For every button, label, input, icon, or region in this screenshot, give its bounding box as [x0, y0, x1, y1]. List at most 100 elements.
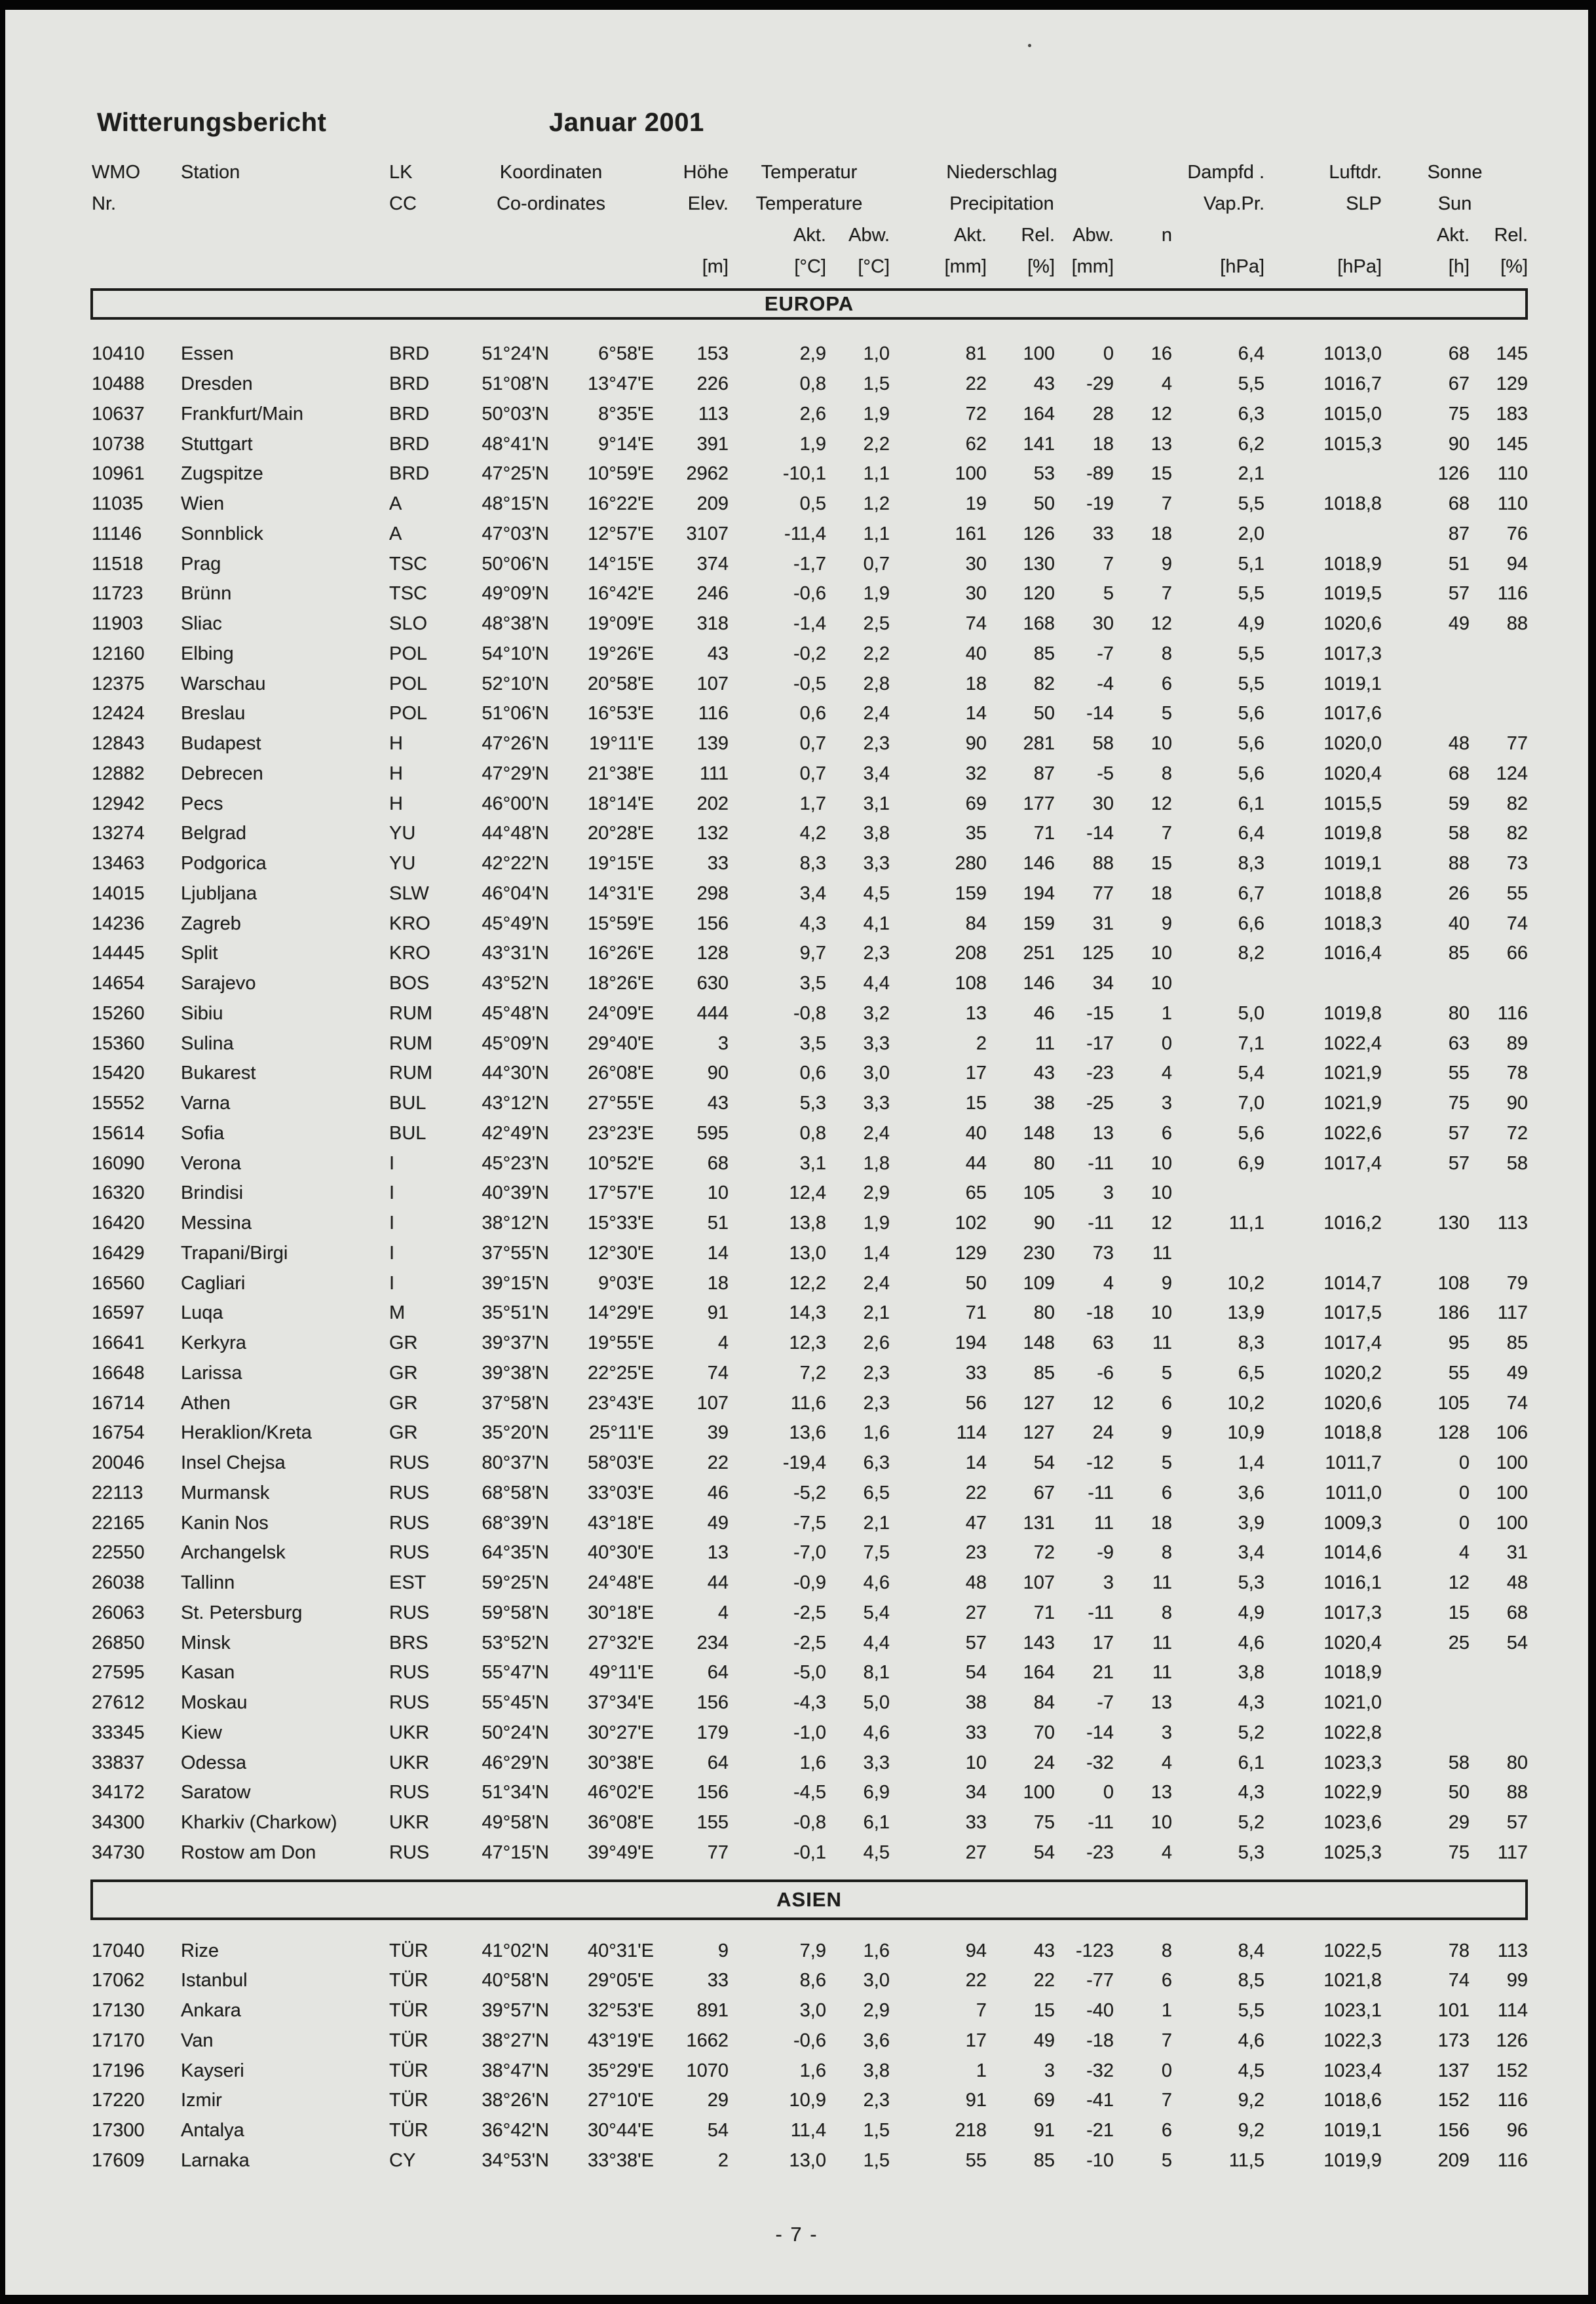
cell-prec_abw: -19	[1086, 493, 1114, 515]
cell-elev: 202	[696, 793, 729, 814]
cell-sun_akt: 58	[1448, 823, 1470, 844]
cell-lon: 39°49'E	[588, 1841, 654, 1863]
cell-sun_akt	[1382, 1718, 1470, 1748]
cell-lat: 48°41'N	[482, 433, 549, 455]
cell-lon: 24°09'E	[588, 1002, 654, 1024]
cell-temp_abw: 3,8	[863, 2060, 890, 2081]
cell-station: Istanbul	[181, 1970, 248, 1992]
unit-degc-1: [°C]	[794, 255, 826, 277]
cell-wmo: 11903	[92, 613, 143, 635]
cell-slp: 1017,4	[1323, 1152, 1382, 1174]
cell-vap_pr: 8,5	[1238, 1970, 1264, 1992]
cell-elev: 891	[696, 2000, 729, 2022]
cell-prec_akt: 2	[976, 1032, 987, 1054]
cell-lon: 19°09'E	[588, 613, 654, 635]
cell-lk: RUS	[389, 1841, 430, 1863]
cell-station: Minsk	[181, 1632, 231, 1653]
cell-temp_abw: 1,8	[863, 1152, 890, 1174]
cell-sun_akt: 55	[1448, 1362, 1470, 1384]
cell-slp: 1019,1	[1323, 853, 1382, 875]
cell-prec_abw: -14	[1086, 1722, 1114, 1743]
cell-prec_n: 6	[1161, 673, 1172, 694]
cell-lat: 35°51'N	[482, 1302, 549, 1324]
cell-prec_abw: 30	[1092, 793, 1114, 814]
cell-prec_akt: 280	[955, 853, 987, 875]
cell-prec_rel: 85	[1033, 643, 1055, 664]
cell-slp: 1018,9	[1323, 553, 1382, 575]
table-row: 11146 Sonnblick A 47°03'N 12°57'E 3107 -11,4 1,…	[90, 519, 1528, 550]
cell-prec_n: 5	[1161, 1452, 1172, 1474]
cell-lon: 35°29'E	[588, 2060, 654, 2081]
cell-elev: 4	[717, 1602, 729, 1623]
cell-prec_rel: 100	[1023, 1782, 1055, 1804]
cell-prec_abw: 18	[1092, 433, 1114, 455]
cell-temp_abw: 3,3	[863, 1093, 890, 1114]
cell-lat: 38°12'N	[482, 1213, 549, 1234]
cell-station: Kharkiv (Charkow)	[181, 1812, 337, 1834]
table-row: 17130 Ankara TÜR 39°57'N 32°53'E 891 3,0 2,9 7 15…	[90, 1996, 1528, 2026]
cell-slp: 1020,6	[1323, 1392, 1382, 1414]
cell-prec_akt: 13	[965, 1002, 987, 1024]
cell-sun_akt: 128	[1437, 1422, 1470, 1444]
cell-slp: 1018,3	[1323, 913, 1382, 934]
cell-lk: BRD	[389, 343, 430, 365]
cell-slp: 1022,8	[1323, 1722, 1382, 1743]
cell-temp_akt: -2,5	[793, 1632, 826, 1653]
cell-prec_abw: 3	[1103, 1182, 1114, 1204]
cell-lon: 23°43'E	[588, 1392, 654, 1414]
cell-wmo: 27595	[92, 1662, 145, 1684]
cell-prec_n: 4	[1161, 1841, 1172, 1863]
cell-temp_akt: 14,3	[789, 1302, 826, 1324]
cell-wmo: 10961	[92, 463, 145, 485]
unit-pct-2: [%]	[1500, 255, 1529, 277]
cell-prec_rel: 38	[1033, 1093, 1055, 1114]
cell-sun_rel	[1470, 969, 1528, 999]
cell-temp_akt: -0,1	[793, 1841, 826, 1863]
cell-vap_pr	[1172, 1179, 1264, 1209]
cell-lon: 27°55'E	[588, 1093, 654, 1114]
cell-prec_akt: 15	[965, 1093, 987, 1114]
cell-slp: 1023,3	[1323, 1752, 1382, 1773]
header-prec-n: n	[1161, 224, 1173, 246]
table-row: 10961 Zugspitze BRD 47°25'N 10°59'E 2962 -10,1…	[90, 459, 1528, 489]
cell-lk: POL	[389, 703, 428, 725]
cell-temp_abw: 1,1	[863, 523, 890, 544]
cell-lk: TÜR	[389, 2060, 428, 2081]
table-row: 16560 Cagliari I 39°15'N 9°03'E 18 12,2 2,4 50 10…	[90, 1268, 1528, 1298]
cell-temp_abw: 4,4	[863, 1632, 890, 1653]
cell-temp_abw: 4,5	[863, 1841, 890, 1863]
cell-station: Heraklion/Kreta	[181, 1422, 312, 1444]
cell-sun_akt	[1382, 669, 1470, 699]
cell-temp_akt: -4,5	[793, 1782, 826, 1804]
cell-sun_akt: 137	[1437, 2060, 1470, 2081]
cell-prec_akt: 27	[965, 1841, 987, 1863]
cell-lon: 33°03'E	[588, 1482, 654, 1503]
cell-lat: 46°04'N	[482, 882, 549, 904]
cell-lk: BRD	[389, 463, 430, 485]
header-coordinates: Co-ordinates	[496, 193, 606, 214]
cell-lon: 16°22'E	[588, 493, 654, 515]
cell-lat: 42°49'N	[482, 1122, 549, 1144]
cell-lk: SLW	[389, 882, 429, 904]
cell-prec_rel: 80	[1033, 1152, 1055, 1174]
cell-sun_akt: 57	[1448, 583, 1470, 605]
scan-artifact-dot	[1028, 44, 1031, 47]
cell-prec_rel: 120	[1023, 583, 1055, 605]
cell-lat: 49°58'N	[482, 1812, 549, 1834]
cell-lon: 29°05'E	[588, 1970, 654, 1992]
cell-wmo: 15420	[92, 1063, 145, 1084]
cell-station: Tallinn	[181, 1572, 235, 1594]
cell-station: Varna	[181, 1093, 231, 1114]
cell-temp_akt: -0,5	[793, 673, 826, 694]
cell-elev: 29	[707, 2090, 729, 2111]
cell-lon: 8°35'E	[598, 403, 654, 425]
cell-prec_akt: 19	[965, 493, 987, 515]
cell-prec_rel: 130	[1023, 553, 1055, 575]
cell-vap_pr: 6,6	[1238, 913, 1264, 934]
cell-lk: SLO	[389, 613, 428, 635]
table-row: 33837 Odessa UKR 46°29'N 30°38'E 64 1,6 3,3 10 24…	[90, 1748, 1528, 1778]
cell-wmo: 11146	[92, 523, 142, 544]
cell-prec_akt: 30	[965, 583, 987, 605]
cell-station: St. Petersburg	[181, 1602, 303, 1623]
cell-sun_rel	[1470, 1658, 1528, 1688]
